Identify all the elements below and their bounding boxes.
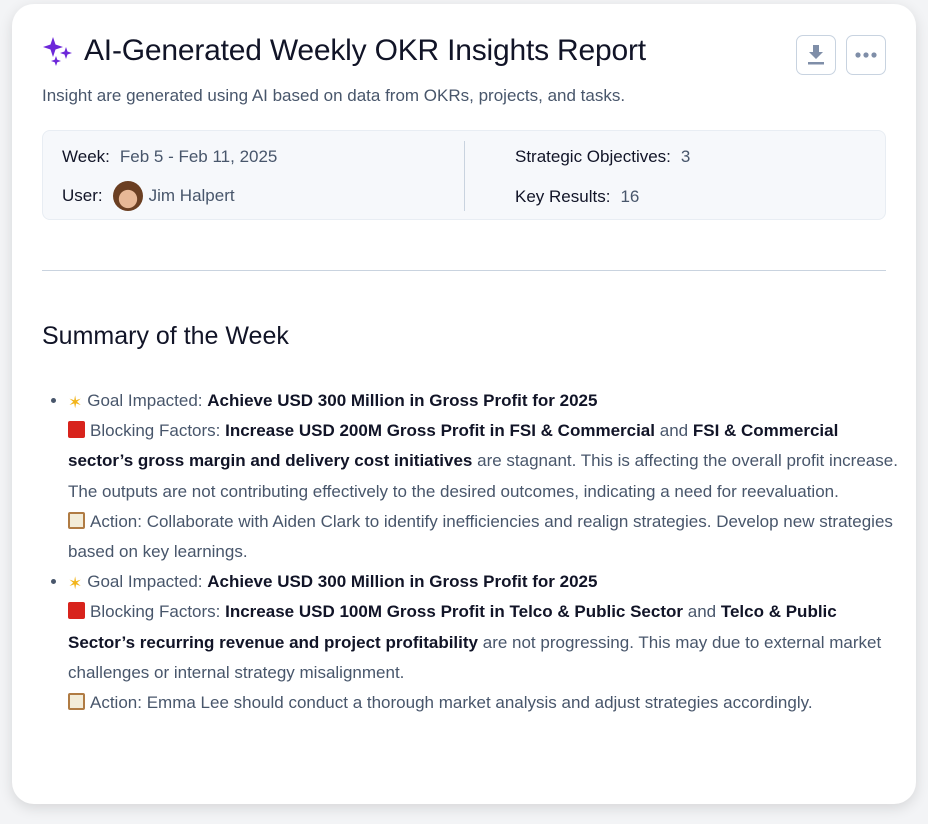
user-value: Jim Halpert <box>148 186 235 205</box>
clipboard-icon <box>68 511 85 529</box>
key-result-name: Increase USD 100M Gross Profit in Telco … <box>225 602 684 622</box>
goal-label: Goal Impacted: <box>87 391 203 410</box>
key-results-value: 16 <box>620 187 640 206</box>
blocking-label: Blocking Factors: <box>90 602 221 622</box>
key-result-name: Telco & Public Sector’s recurring revenu… <box>68 602 837 652</box>
summary-heading: Summary of the Week <box>42 322 289 350</box>
clipboard-icon <box>68 693 85 711</box>
user-row: User: Jim Halpert <box>62 181 235 211</box>
conjunction: and <box>659 421 689 441</box>
week-value: Feb 5 - Feb 11, 2025 <box>119 147 278 166</box>
sparkles-icon <box>43 37 72 66</box>
objectives-value: 3 <box>680 147 691 166</box>
goal-name: Achieve USD 300 Million in Gross Profit … <box>207 572 598 592</box>
blocking-label: Blocking Factors: <box>90 421 221 441</box>
objectives-label: Strategic Objectives: <box>515 147 671 166</box>
objectives-row: Strategic Objectives: 3 <box>515 147 690 167</box>
list-item: ✶Goal Impacted: Achieve USD 300 Million … <box>68 386 908 567</box>
blocking-text: are stagnant. This is affecting the over… <box>68 451 898 501</box>
report-card: AI-Generated Weekly OKR Insights Report … <box>12 4 916 804</box>
action-text: Action: Emma Lee should conduct a thorou… <box>90 693 813 713</box>
avatar <box>112 181 143 211</box>
star-icon: ✶ <box>68 574 83 594</box>
user-label: User: <box>62 186 103 205</box>
week-row: Week: Feb 5 - Feb 11, 2025 <box>62 147 277 167</box>
action-text: Action: Collaborate with Aiden Clark to … <box>68 511 893 562</box>
key-result-name: Increase USD 200M Gross Profit in FSI & … <box>225 421 655 441</box>
more-options-button[interactable] <box>846 35 886 75</box>
summary-list: ✶Goal Impacted: Achieve USD 300 Million … <box>42 386 908 718</box>
download-icon <box>808 45 824 65</box>
meta-divider <box>464 141 465 211</box>
key-results-label: Key Results: <box>515 187 611 206</box>
star-icon: ✶ <box>68 393 83 412</box>
download-button[interactable] <box>796 35 836 75</box>
list-item: ✶Goal Impacted: Achieve USD 300 Million … <box>68 567 908 718</box>
conjunction: and <box>687 602 717 622</box>
red-square-icon <box>68 602 85 620</box>
goal-label: Goal Impacted: <box>87 572 203 592</box>
header: AI-Generated Weekly OKR Insights Report <box>42 34 646 68</box>
week-label: Week: <box>62 147 110 166</box>
red-square-icon <box>68 421 85 439</box>
blocking-text: are not progressing. This may due to ext… <box>68 632 882 682</box>
section-divider <box>42 270 886 271</box>
key-result-name: FSI & Commercial sector’s gross margin a… <box>68 421 839 471</box>
key-results-row: Key Results: 16 <box>515 187 639 207</box>
report-meta-panel: Week: Feb 5 - Feb 11, 2025 User: Jim Hal… <box>42 130 886 220</box>
page-title: AI-Generated Weekly OKR Insights Report <box>84 34 646 67</box>
page-subtitle: Insight are generated using AI based on … <box>42 86 626 105</box>
goal-name: Achieve USD 300 Million in Gross Profit … <box>207 391 598 410</box>
more-horizontal-icon <box>855 52 877 58</box>
